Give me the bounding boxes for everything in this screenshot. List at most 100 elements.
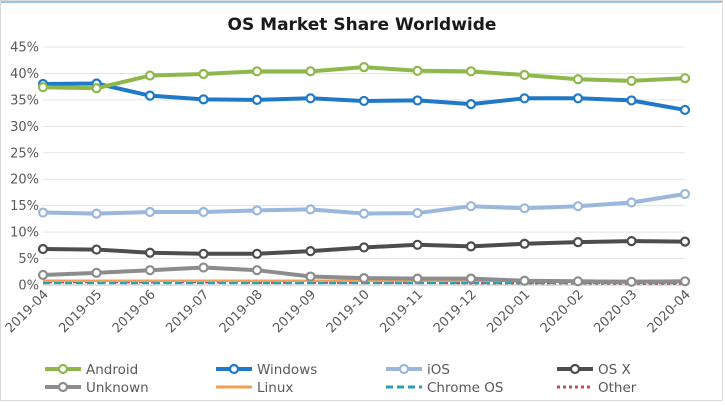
x-tick-label: 2019-06 [110,287,159,336]
data-point-android [305,66,316,77]
y-tick-label: 20% [10,173,39,188]
data-point-ios [412,207,423,219]
data-point-ios [465,201,477,212]
y-tick-label: 10% [10,226,39,241]
data-point-ios [519,203,530,214]
x-tick-label: 2020-04 [645,287,694,336]
data-point-unknown [198,262,209,273]
data-point-unknown [37,269,49,281]
legend-label: Android [86,362,138,378]
data-point-ios [626,197,637,208]
data-point-android [519,69,530,81]
series-windows [37,78,691,116]
legend-item-os-x: OS X [557,362,631,378]
legend-item-windows: Windows [216,362,317,378]
data-point-windows [144,90,156,101]
legend: Android Windows iOS OS X Unknown Linux Chrome … [45,362,637,396]
x-tick-label: 2020-03 [591,287,640,336]
data-point-ios [679,188,691,200]
data-point-android [679,73,691,84]
x-tick-label: 2019-10 [324,287,373,336]
data-point-windows [626,95,637,106]
y-tick-label: 45% [10,41,39,56]
data-point-os-x [358,242,370,253]
x-axis-ticks: 2019-04 2019-05 2019-06 2019-07 2019-08 2019-… [3,287,694,336]
data-point-android [251,66,263,77]
series-os-x [37,236,691,259]
data-point-os-x [144,247,156,258]
data-point-windows [305,93,316,104]
data-point-windows [198,94,209,105]
data-point-os-x [37,243,49,255]
gridlines [43,46,685,286]
series-unknown [37,262,691,287]
data-point-ios [305,204,316,215]
data-point-ios [198,206,209,218]
legend-item-chrome-os: Chrome OS [386,380,503,396]
x-tick-label: 2019-05 [56,287,105,336]
y-tick-label: 40% [10,67,39,82]
legend-marker [57,363,69,375]
data-point-unknown [91,267,102,278]
legend-item-android: Android [45,362,138,378]
data-point-unknown [412,273,423,284]
x-tick-label: 2019-04 [3,287,52,336]
data-point-windows [251,94,263,105]
data-point-ios [37,207,49,218]
y-tick-label: 30% [10,120,39,135]
legend-marker [228,363,240,375]
data-point-unknown [305,271,316,282]
data-point-android [572,74,584,85]
y-tick-label: 35% [10,93,39,108]
data-point-os-x [679,236,691,247]
data-point-ios [91,208,102,219]
data-point-unknown [251,265,263,276]
legend-label: Chrome OS [427,380,503,396]
legend-item-ios: iOS [386,362,450,378]
data-point-android [198,68,209,80]
data-point-android [465,66,477,77]
y-tick-label: 25% [10,146,39,161]
data-point-android [37,82,49,93]
data-point-os-x [626,236,637,247]
y-tick-label: 0% [18,279,39,294]
series-android [37,61,691,94]
legend-label: iOS [427,362,450,378]
data-point-windows [465,99,477,110]
y-axis-ticks: 0% 5% 10% 15% 20% 25% 30% 35% 40% 45% [10,41,39,294]
data-point-ios [144,206,156,218]
legend-label: Other [598,380,637,396]
data-point-unknown [679,276,691,287]
data-point-os-x [412,239,423,250]
data-point-os-x [465,241,477,252]
legend-marker [57,381,69,393]
x-tick-label: 2019-11 [377,287,426,336]
x-tick-label: 2019-07 [163,287,212,336]
legend-label: OS X [598,362,631,378]
data-point-windows [679,104,691,116]
data-point-ios [358,208,370,219]
x-tick-label: 2020-01 [484,287,533,336]
data-point-windows [358,95,370,107]
legend-marker [398,363,410,375]
data-point-unknown [358,273,370,284]
data-point-windows [519,93,530,104]
data-point-windows [572,93,584,104]
data-point-unknown [465,273,477,284]
y-tick-label: 15% [10,199,39,214]
legend-marker [569,363,581,375]
data-point-os-x [572,237,584,248]
data-point-android [358,61,370,73]
data-point-unknown [519,275,530,286]
x-tick-label: 2019-12 [431,287,480,336]
legend-item-linux: Linux [216,380,293,396]
data-point-os-x [198,248,209,259]
data-point-android [91,83,102,94]
x-tick-label: 2020-02 [538,287,587,336]
data-point-android [626,75,637,86]
data-point-unknown [572,276,584,287]
data-point-android [412,65,423,76]
data-point-os-x [251,248,263,259]
